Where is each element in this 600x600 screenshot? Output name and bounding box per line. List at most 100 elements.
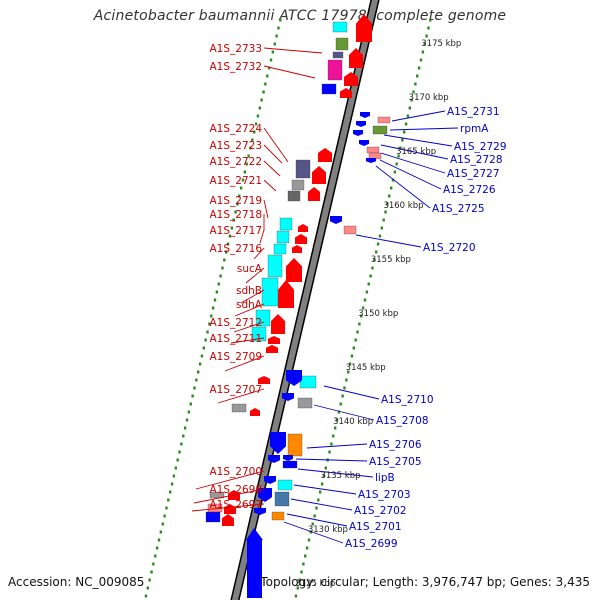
left-tick-dot bbox=[266, 74, 269, 78]
left-tick-dot bbox=[161, 522, 164, 526]
left-tick-dot bbox=[167, 498, 170, 502]
scale-tick-label: 3150 kbp bbox=[358, 309, 398, 319]
left-tick-dot bbox=[172, 474, 176, 478]
gene-box bbox=[271, 511, 285, 521]
left-tick-dot bbox=[254, 122, 258, 126]
right-gene-label: A1S_2725 bbox=[432, 203, 485, 215]
left-leader-line bbox=[263, 199, 269, 219]
gene-arrow bbox=[246, 528, 263, 540]
left-tick-dot bbox=[264, 82, 267, 86]
gene-labels: A1S_2733 A1S_2732 A1S_2724 A1S_2723 A1S_2722… bbox=[210, 43, 507, 550]
right-tick-dot bbox=[348, 362, 352, 366]
gene-arrow bbox=[222, 514, 234, 526]
left-tick-dot bbox=[232, 218, 235, 222]
left-leader-line bbox=[245, 267, 265, 284]
left-gene-label: A1S_2733 bbox=[210, 43, 263, 55]
right-gene-label: A1S_2702 bbox=[354, 505, 407, 517]
right-gene-label: A1S_2701 bbox=[349, 521, 402, 533]
left-gene-label: A1S_2723 bbox=[210, 140, 263, 152]
left-tick-dot bbox=[150, 570, 153, 574]
right-tick-dot bbox=[358, 322, 361, 326]
left-leader-line bbox=[263, 179, 277, 192]
gene-box bbox=[279, 217, 293, 231]
label-leader-lines bbox=[191, 47, 459, 544]
gene-box bbox=[273, 243, 287, 255]
scale-tick-label: 3140 kbp bbox=[333, 417, 373, 427]
left-tick-dot bbox=[247, 154, 250, 158]
gene-box bbox=[205, 511, 221, 523]
gene-arrow bbox=[330, 216, 342, 224]
left-leader-line bbox=[217, 388, 265, 404]
left-tick-dot bbox=[217, 282, 220, 286]
right-tick-dot bbox=[389, 186, 393, 190]
gene-arrow bbox=[295, 234, 307, 244]
gene-box bbox=[332, 21, 348, 33]
left-tick-dot bbox=[152, 562, 155, 566]
right-gene-label: A1S_2708 bbox=[376, 415, 429, 427]
right-gene-label: A1S_2699 bbox=[345, 538, 398, 550]
right-tick-dot bbox=[375, 250, 378, 254]
scale-tick-label: 3155 kbp bbox=[371, 255, 411, 265]
right-tick-dot bbox=[412, 90, 415, 94]
left-tick-dot bbox=[189, 402, 192, 406]
left-leader-line bbox=[191, 503, 265, 512]
right-tick-dot bbox=[419, 58, 423, 62]
right-tick-dot bbox=[401, 138, 404, 142]
accession-text: Accession: NC_009085 bbox=[8, 575, 145, 589]
right-tick-dot bbox=[354, 338, 357, 342]
gene-box bbox=[377, 116, 391, 124]
left-tick-dot bbox=[182, 434, 185, 438]
gene-box bbox=[321, 83, 337, 95]
left-tick-dot bbox=[258, 106, 261, 110]
gene-arrow bbox=[271, 314, 285, 334]
right-tick-dot bbox=[367, 282, 370, 286]
gene-arrow bbox=[318, 148, 332, 162]
gene-arrow bbox=[308, 187, 320, 201]
right-leader-line bbox=[380, 144, 449, 160]
right-tick-dot bbox=[393, 170, 397, 174]
gene-box bbox=[366, 146, 380, 154]
left-gene-label: A1S_2721 bbox=[210, 175, 263, 187]
gene-box bbox=[299, 375, 317, 389]
gene-arrow bbox=[340, 88, 352, 98]
left-tick-dot bbox=[144, 594, 148, 598]
left-tick-dot bbox=[165, 506, 168, 510]
right-gene-label: A1S_2705 bbox=[369, 456, 422, 468]
left-gene-label: A1S_2697 bbox=[210, 499, 263, 511]
gene-arrow bbox=[312, 166, 326, 184]
left-tick-dot bbox=[269, 58, 273, 62]
left-tick-dot bbox=[279, 18, 282, 22]
right-gene-label: A1S_2729 bbox=[454, 141, 507, 153]
right-gene-label: A1S_2706 bbox=[369, 439, 422, 451]
left-tick-dot bbox=[176, 458, 179, 462]
right-gene-label: A1S_2720 bbox=[423, 242, 476, 254]
right-tick-dot bbox=[360, 314, 363, 318]
right-tick-dot bbox=[307, 538, 311, 542]
gene-box bbox=[343, 225, 357, 235]
gene-box bbox=[277, 479, 293, 491]
gene-arrow bbox=[286, 258, 302, 282]
right-leader-line bbox=[380, 152, 446, 174]
right-tick-dot bbox=[380, 226, 383, 230]
left-tick-dot bbox=[191, 394, 194, 398]
left-gene-label: A1S_2716 bbox=[210, 243, 263, 255]
scale-tick-label: 3165 kbp bbox=[396, 147, 436, 157]
right-tick-dot bbox=[429, 18, 432, 22]
left-tick-dot bbox=[251, 138, 254, 142]
left-leader-line bbox=[263, 144, 283, 164]
right-tick-dot bbox=[397, 154, 400, 158]
genome-backbone bbox=[230, 0, 380, 600]
gene-arrow bbox=[250, 408, 260, 416]
right-tick-dot bbox=[382, 218, 385, 222]
gene-arrow bbox=[258, 376, 270, 384]
right-tick-dot bbox=[414, 82, 417, 86]
gene-box bbox=[287, 190, 301, 202]
gene-arrow bbox=[360, 112, 370, 118]
right-leader-line bbox=[290, 498, 353, 511]
left-leader-line bbox=[259, 229, 265, 244]
right-tick-dot bbox=[302, 562, 305, 566]
gene-arrow bbox=[278, 280, 294, 308]
scale-ticks: 3175 kbp 3170 kbp 3165 kbp 3160 kbp 3155 kbp… bbox=[295, 39, 461, 589]
left-leader-line bbox=[263, 47, 323, 54]
gene-box bbox=[282, 460, 298, 469]
